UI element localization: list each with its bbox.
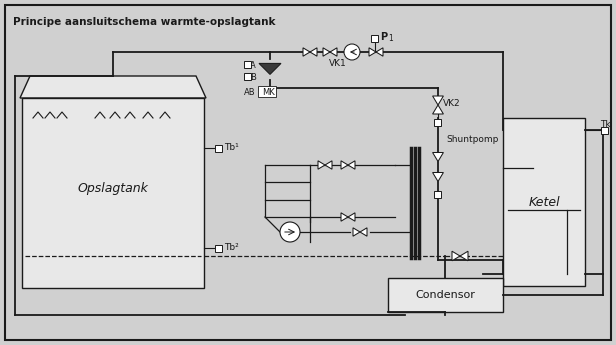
- Text: Tk: Tk: [600, 120, 610, 129]
- Polygon shape: [259, 63, 281, 75]
- Text: Ketel: Ketel: [528, 196, 560, 208]
- Text: Tb¹: Tb¹: [224, 142, 239, 151]
- Polygon shape: [303, 48, 310, 56]
- Text: Condensor: Condensor: [416, 290, 476, 300]
- Text: B: B: [250, 73, 256, 82]
- Bar: [601, 127, 609, 134]
- Circle shape: [280, 222, 300, 242]
- Polygon shape: [348, 213, 355, 221]
- Polygon shape: [432, 172, 444, 181]
- Text: Shuntpomp: Shuntpomp: [446, 135, 498, 144]
- Polygon shape: [376, 48, 383, 56]
- Text: MK: MK: [262, 88, 275, 97]
- Polygon shape: [369, 48, 376, 56]
- Polygon shape: [360, 228, 367, 236]
- Bar: [371, 34, 378, 41]
- Polygon shape: [323, 48, 330, 56]
- Text: A: A: [250, 61, 256, 70]
- Polygon shape: [432, 152, 444, 161]
- Bar: [216, 245, 222, 252]
- Text: VK2: VK2: [443, 99, 461, 108]
- Text: P: P: [380, 32, 387, 42]
- Bar: [434, 118, 442, 126]
- Polygon shape: [432, 96, 444, 105]
- Bar: [22, 98, 204, 288]
- Polygon shape: [330, 48, 337, 56]
- Text: Tb²: Tb²: [224, 243, 239, 252]
- Bar: [258, 86, 276, 97]
- Bar: [245, 72, 251, 79]
- Text: 1: 1: [388, 34, 393, 43]
- Bar: [216, 145, 222, 151]
- Text: AB: AB: [244, 88, 256, 97]
- Polygon shape: [310, 48, 317, 56]
- Text: VK1: VK1: [329, 59, 347, 68]
- Bar: [245, 60, 251, 68]
- Text: Opslagtank: Opslagtank: [78, 181, 148, 195]
- Polygon shape: [325, 161, 332, 169]
- Text: Principe aansluitschema warmte-opslagtank: Principe aansluitschema warmte-opslagtan…: [13, 17, 275, 27]
- Polygon shape: [348, 161, 355, 169]
- Circle shape: [344, 44, 360, 60]
- Polygon shape: [452, 251, 460, 261]
- Polygon shape: [460, 251, 468, 261]
- Bar: [388, 278, 503, 312]
- Bar: [434, 190, 442, 197]
- Polygon shape: [353, 228, 360, 236]
- Polygon shape: [341, 161, 348, 169]
- Polygon shape: [20, 76, 206, 98]
- Bar: [503, 118, 585, 286]
- Polygon shape: [341, 213, 348, 221]
- Polygon shape: [318, 161, 325, 169]
- Polygon shape: [432, 105, 444, 114]
